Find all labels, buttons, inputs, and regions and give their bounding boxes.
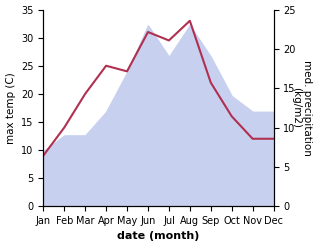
Y-axis label: max temp (C): max temp (C)	[5, 72, 16, 144]
Y-axis label: med. precipitation
(kg/m2): med. precipitation (kg/m2)	[291, 60, 313, 156]
X-axis label: date (month): date (month)	[117, 231, 200, 242]
